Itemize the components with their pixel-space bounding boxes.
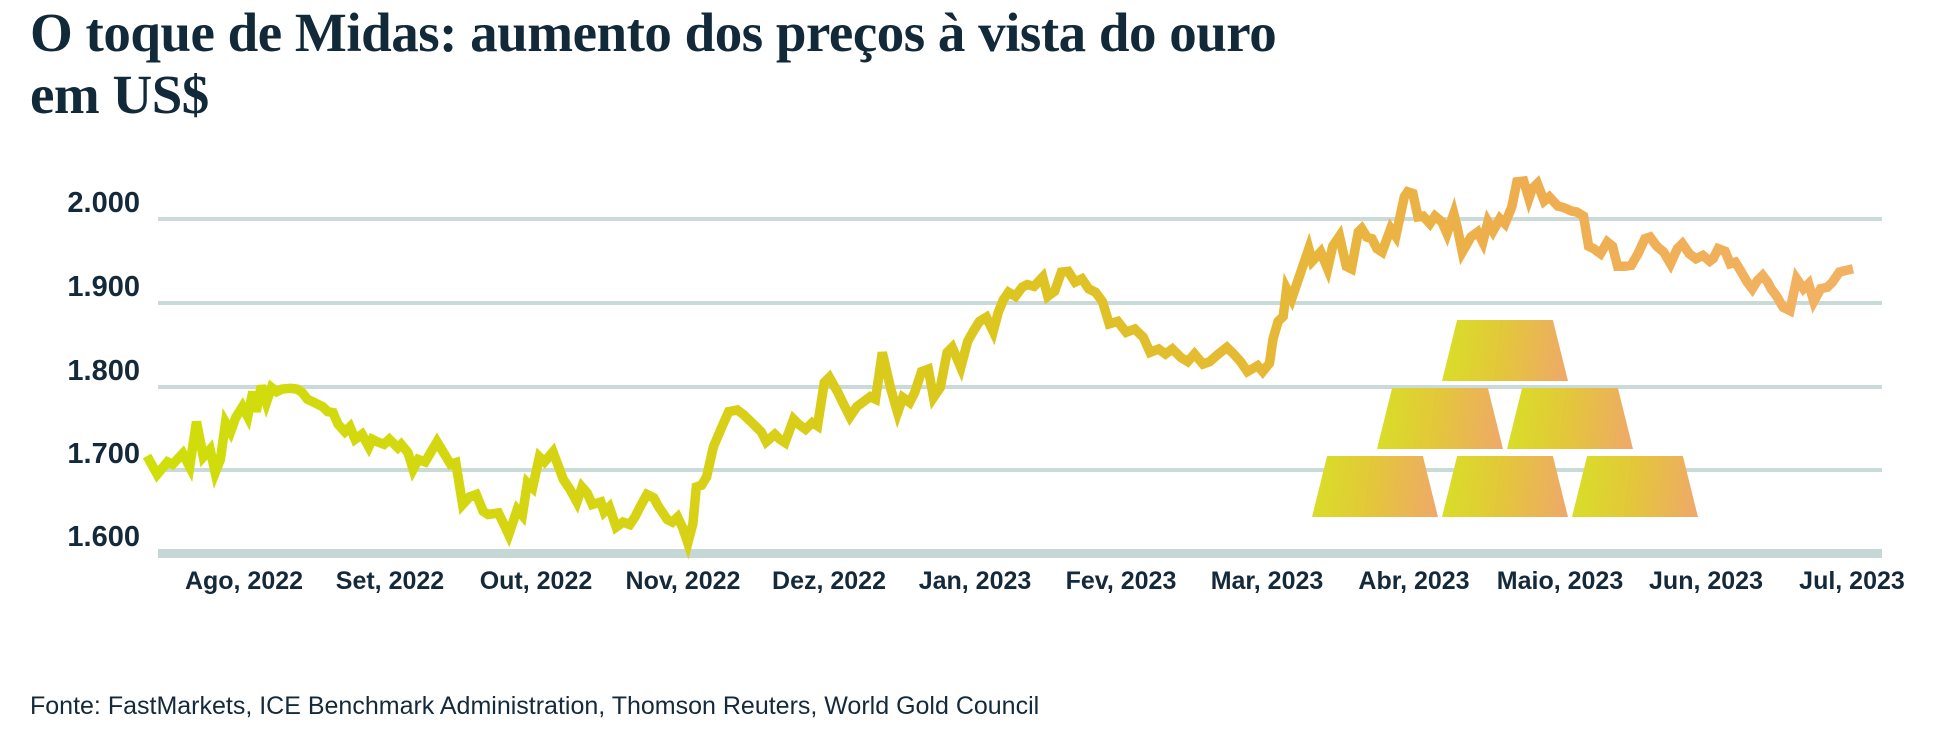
x-tick-label: Out, 2022: [479, 567, 593, 595]
x-tick-label: Ago, 2022: [184, 567, 304, 595]
x-tick-label: Abr, 2023: [1358, 567, 1470, 595]
gold-bar-icon: [1442, 320, 1568, 381]
page-title: O toque de Midas: aumento dos preços à v…: [30, 2, 1550, 126]
gridline-1900: [158, 301, 1882, 305]
x-tick-label: Jan, 2023: [918, 567, 1032, 595]
x-tick-label: Dez, 2022: [772, 567, 886, 595]
gridline-2000: [158, 217, 1882, 221]
y-tick-label: 1.800: [67, 355, 140, 387]
gridline-1800: [158, 385, 1882, 389]
y-tick-label: 1.600: [67, 521, 140, 553]
y-tick-label: 1.900: [67, 271, 140, 303]
x-tick-label: Jul, 2023: [1799, 567, 1905, 595]
x-tick-label: Maio, 2023: [1496, 567, 1624, 595]
page-title-line-1: O toque de Midas: aumento dos preços à v…: [30, 2, 1277, 63]
gold-bar-icon: [1442, 456, 1568, 517]
page-title-line-2: em US$: [30, 64, 209, 125]
x-tick-label: Fev, 2023: [1065, 567, 1177, 595]
x-tick-label: Mar, 2023: [1210, 567, 1324, 595]
source-note: Fonte: FastMarkets, ICE Benchmark Admini…: [30, 692, 1040, 720]
gold-bar-icon: [1377, 388, 1503, 449]
gold-bar-icon: [1312, 456, 1438, 517]
x-tick-label: Set, 2022: [335, 567, 445, 595]
x-tick-label: Nov, 2022: [625, 567, 741, 595]
x-axis-baseline: [158, 549, 1882, 558]
x-tick-label: Jun, 2023: [1649, 567, 1763, 595]
gold-bar-icon: [1572, 456, 1698, 517]
y-tick-label: 1.700: [67, 438, 140, 470]
y-tick-label: 2.000: [67, 187, 140, 219]
gold-bar-icon: [1507, 388, 1633, 449]
